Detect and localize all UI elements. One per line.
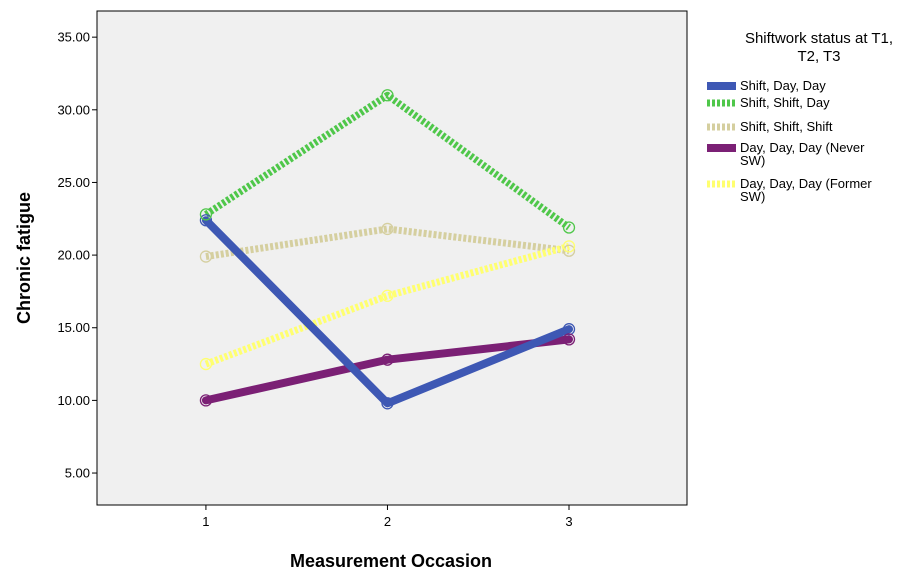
data-point (381, 353, 394, 366)
plot-area (96, 10, 688, 506)
x-tick-label: 2 (384, 514, 391, 529)
y-axis: 5.00 10.00 15.00 20.00 25.00 30.00 35.00 (57, 30, 97, 481)
data-point (199, 250, 213, 263)
y-tick-label: 30.00 (57, 102, 90, 117)
data-point (562, 221, 576, 234)
series-markers (199, 89, 576, 410)
x-axis-title: Measurement Occasion (290, 551, 492, 571)
y-axis-title: Chronic fatigue (14, 192, 34, 324)
series-line (205, 225, 570, 261)
legend-title: T2, T3 (797, 48, 840, 65)
data-point (381, 222, 394, 236)
data-point (381, 289, 394, 302)
x-tick-label: 1 (202, 514, 209, 529)
data-point (381, 397, 394, 410)
legend-title: Shiftwork status at T1, (745, 30, 893, 47)
legend-label: Day, Day, Day (Never (740, 140, 865, 155)
data-point (562, 333, 576, 346)
legend-label: SW) (740, 153, 765, 168)
y-tick-label: 15.00 (57, 320, 90, 335)
legend-label: Shift, Shift, Day (740, 95, 830, 110)
y-tick-label: 10.00 (57, 393, 90, 408)
data-point (381, 89, 394, 102)
data-point (199, 208, 213, 221)
legend: Shiftwork status at T1,T2, T3 Shift, Day,… (707, 30, 893, 204)
data-point (562, 244, 576, 257)
legend-label: Shift, Shift, Shift (740, 119, 833, 134)
legend-label: Day, Day, Day (Former (740, 176, 872, 191)
series-line (204, 91, 572, 231)
y-tick-label: 20.00 (57, 248, 90, 263)
data-point (562, 323, 576, 336)
y-tick-label: 5.00 (65, 466, 90, 481)
data-point (199, 214, 213, 227)
legend-label: Shift, Day, Day (740, 78, 826, 93)
series-lines (201, 91, 573, 408)
x-tick-label: 3 (565, 514, 572, 529)
series-line (201, 335, 573, 405)
series-line (201, 216, 573, 408)
y-tick-label: 35.00 (57, 30, 90, 45)
x-axis: 1 2 3 (202, 505, 573, 529)
legend-label: SW) (740, 189, 765, 204)
y-tick-label: 25.00 (57, 175, 90, 190)
data-point (562, 240, 576, 253)
data-point (199, 394, 213, 407)
data-point (199, 357, 213, 371)
